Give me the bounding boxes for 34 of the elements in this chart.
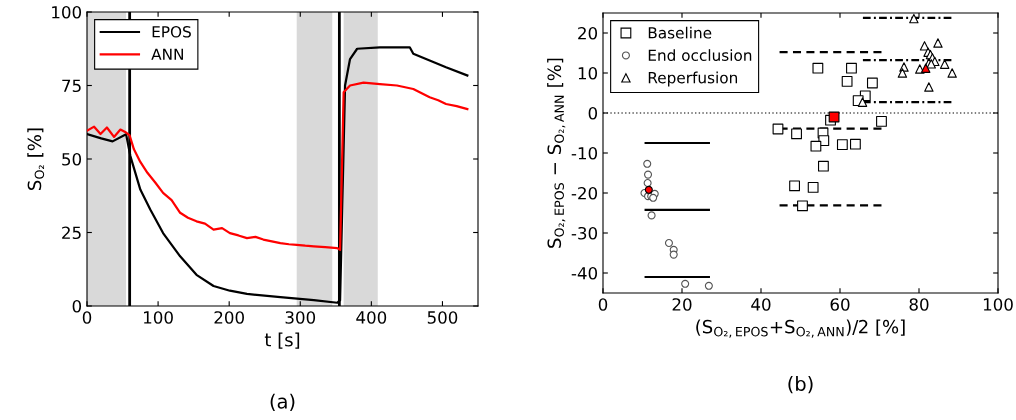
legend-label: ANN (151, 48, 183, 60)
legend-label: Baseline (648, 26, 712, 39)
y-tick-label: 10 (578, 66, 598, 80)
x-tick-label: 300 (285, 311, 316, 324)
x-tick-label: 20 (672, 298, 692, 311)
x-tick-label: 80 (909, 298, 929, 311)
x-tick-label: 400 (356, 311, 387, 324)
x-axis-title: (S$_{O₂,EPOS}$+S$_{O₂,ANN}$)/2 [%] (696, 319, 905, 338)
y-tick-label: 20 (578, 26, 598, 40)
y-tick-label: 100 (52, 5, 82, 19)
x-tick-label: 40 (751, 298, 771, 311)
text: (a) (270, 393, 295, 411)
x-tick-label: 0 (598, 298, 608, 311)
y-tick-label: 25 (62, 226, 81, 240)
y-tick-label: -30 (571, 226, 598, 240)
x-tick-label: 0 (82, 311, 92, 324)
legend-label: Reperfusion (648, 71, 738, 87)
y-axis-title: S$_{O₂,EPOS}$ − S$_{O₂,ANN}$ [%] (547, 58, 566, 248)
x-tick-label: 100 (144, 311, 173, 324)
x-tick-label: 100 (983, 298, 1013, 311)
x-tick-label: 60 (830, 298, 850, 311)
text: (b) (788, 375, 813, 394)
x-tick-label: 200 (214, 311, 244, 324)
legend-label: End occlusion (648, 49, 752, 61)
y-tick-label: -40 (571, 266, 598, 280)
y-tick-label: 75 (62, 79, 81, 93)
legend-label: EPOS (152, 26, 191, 38)
y-tick-label: 50 (62, 152, 82, 166)
y-tick-label: -20 (571, 186, 598, 200)
x-tick-label: 500 (427, 311, 458, 324)
y-tick-label: -10 (571, 146, 598, 160)
x-axis-title: t [s] (264, 332, 300, 349)
y-axis-title: S$_{O₂}$ [%] (27, 128, 45, 190)
y-tick-label: 0 (588, 106, 598, 120)
